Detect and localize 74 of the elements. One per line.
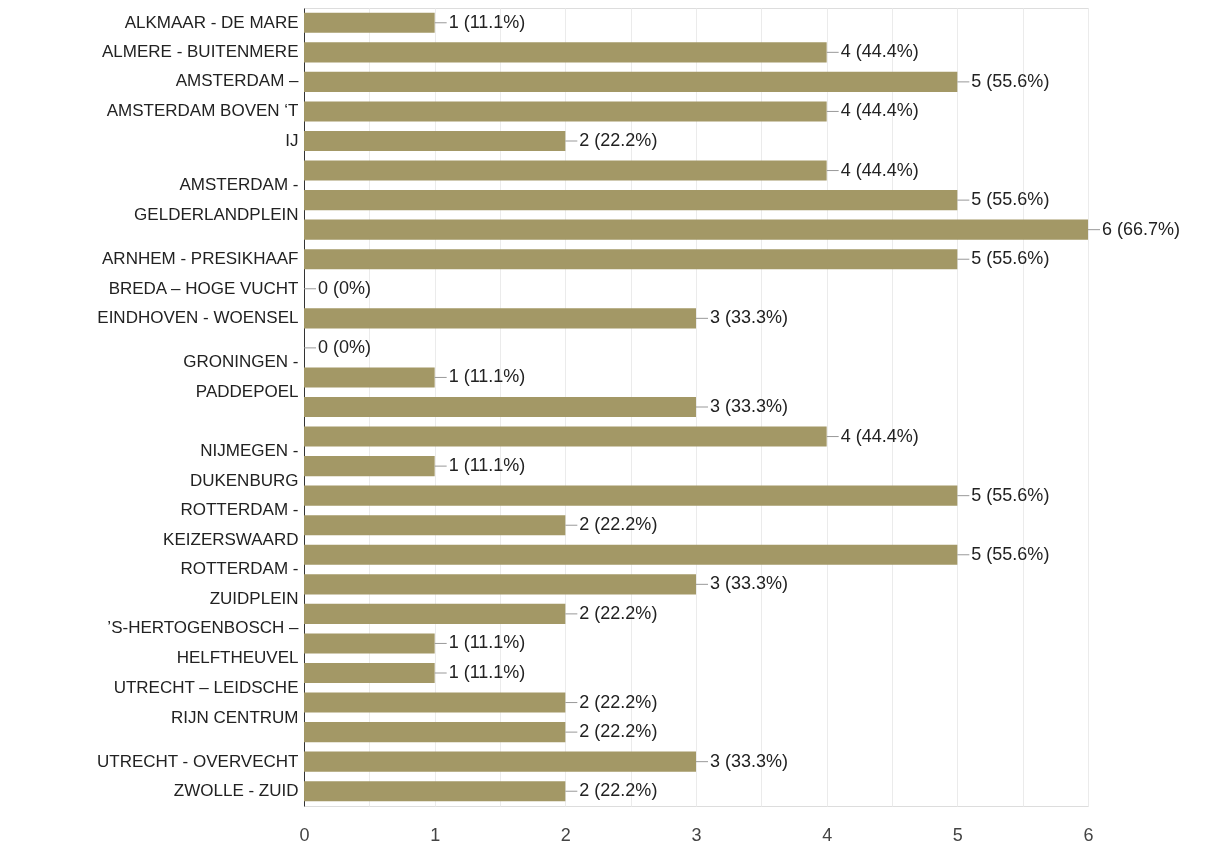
y-tick-label: ROTTERDAM - ZUIDPLEIN [180,559,299,609]
y-tick-label: ALKMAAR - DE MARE [124,12,299,32]
bar [304,42,827,63]
y-tick-label: BREDA – HOGE VUCHT [108,278,299,298]
data-label: 0 (0%) [318,336,372,357]
bar [304,456,435,477]
bar [304,574,696,595]
data-label: 3 (33.3%) [710,396,789,416]
y-tick-label: NIJMEGEN - DUKENBURG [189,441,299,491]
data-label: 2 (22.2%) [579,514,658,535]
bar [304,692,566,713]
y-tick-label: AMSTERDAM – AMSTERDAM BOVEN ‘T IJ [106,71,300,151]
data-label: 0 (0%) [318,277,372,298]
data-label: 3 (33.3%) [710,307,789,328]
y-tick-label: GRONINGEN - PADDEPOEL [183,352,299,402]
y-tick-label: UTRECHT – LEIDSCHE RIJN CENTRUM [113,677,299,727]
data-label: 4 (44.4%) [840,159,919,180]
data-label: 5 (55.6%) [971,189,1050,210]
y-tick-label: UTRECHT - OVERVECHT [96,751,299,771]
bar [304,367,435,388]
bar [304,515,566,536]
bar [304,160,827,181]
data-label: 1 (11.1%) [448,455,526,476]
bar [304,633,435,654]
data-label: 6 (66.7%) [1102,218,1181,239]
data-label: 5 (55.6%) [971,484,1050,505]
bar [304,781,566,802]
y-tick-label: EINDHOVEN - WOENSEL [97,308,299,328]
y-tick-label: ROTTERDAM - KEIZERSWAARD [163,500,299,550]
data-label: 5 (55.6%) [971,248,1050,269]
x-tick-label: 0 [299,824,310,845]
data-label: 2 (22.2%) [579,721,658,742]
data-label: 3 (33.3%) [710,750,789,771]
data-label: 4 (44.4%) [840,41,919,62]
data-label: 1 (11.1%) [448,632,526,653]
y-tick-label: ZWOLLE - ZUID [173,781,299,801]
data-label: 5 (55.6%) [971,543,1050,564]
data-label: 4 (44.4%) [840,425,919,446]
bar [304,219,1088,240]
data-label: 2 (22.2%) [579,691,658,712]
bar [304,396,696,418]
y-tick-label: ARNHEM - PRESIKHAAF [102,249,299,269]
bar [304,12,435,33]
bar [304,130,566,152]
x-tick-label: 3 [691,824,702,845]
bar [304,662,435,684]
bar [304,426,827,447]
x-tick-label: 1 [430,824,441,845]
bar [304,751,696,772]
bar [304,722,566,743]
y-tick-label: ALMERE - BUITENMERE [102,42,299,62]
data-label: 4 (44.4%) [840,100,919,121]
data-label: 1 (11.1%) [448,662,526,682]
x-tick-label: 5 [952,824,963,845]
data-label: 1 (11.1%) [448,366,526,387]
bar [304,603,566,624]
bar [304,190,958,211]
bar [304,485,958,506]
data-label: 2 (22.2%) [579,602,658,623]
y-tick-label: ’S-HERTOGENBOSCH – HELFTHEUVEL [107,618,300,668]
bar [304,71,958,92]
bar [304,308,696,329]
data-label: 3 (33.3%) [710,573,789,594]
bar [304,249,958,270]
x-tick-label: 2 [560,824,571,845]
data-label: 2 (22.2%) [579,780,658,801]
data-label: 2 (22.2%) [579,130,658,150]
data-label: 1 (11.1%) [448,11,526,32]
data-label: 5 (55.6%) [971,70,1050,91]
bar [304,101,827,122]
y-tick-label: AMSTERDAM - GELDERLANDPLEIN [134,175,299,225]
bar [304,544,958,565]
x-tick-label: 4 [822,824,833,845]
x-tick-label: 6 [1083,824,1094,845]
